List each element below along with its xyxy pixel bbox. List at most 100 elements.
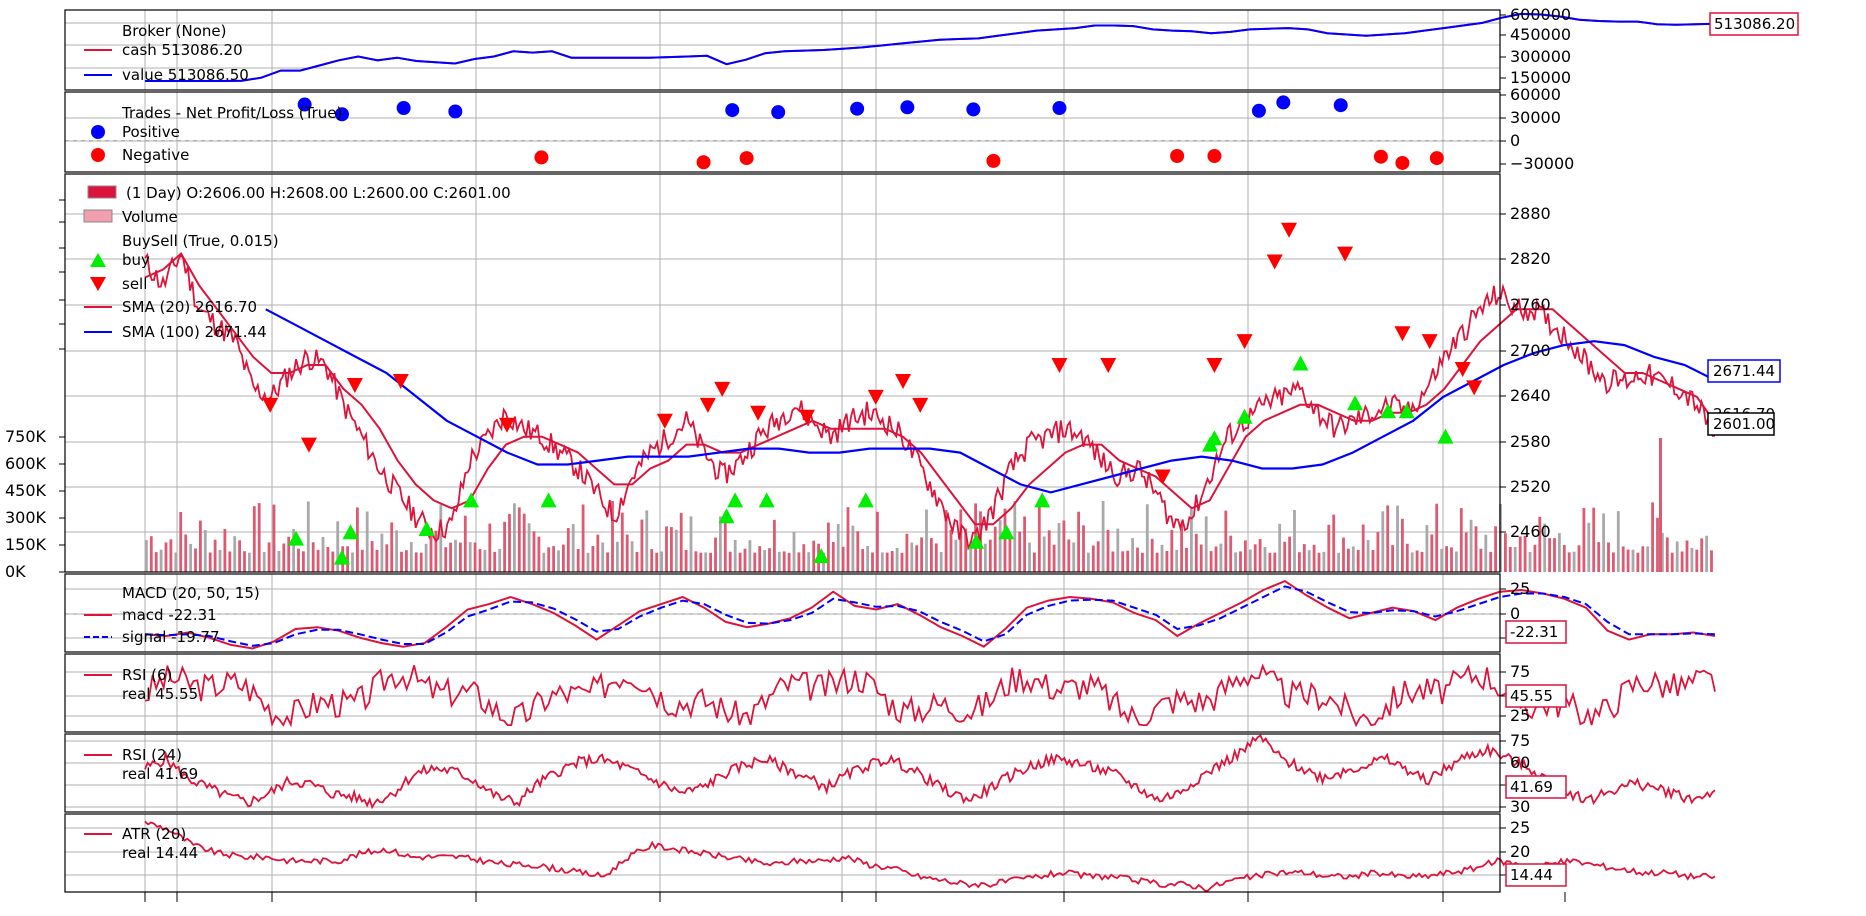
price-panel-frame: [64, 173, 1501, 573]
sell-marker: [1421, 334, 1438, 350]
rsi6-line: [144, 663, 1716, 728]
ytick-label: 600000: [1510, 5, 1571, 24]
volume-bar: [1145, 504, 1149, 572]
volume-bar: [964, 528, 968, 572]
volume-bar: [199, 520, 202, 572]
volume-bar: [748, 540, 752, 572]
last-value-tag: [1707, 359, 1781, 383]
volume-bar: [145, 540, 148, 572]
volume-bar: [1710, 550, 1713, 572]
ytick-label: 0: [1510, 604, 1520, 623]
volume-bar: [1141, 552, 1144, 572]
trade-positive-point: [771, 105, 786, 120]
volume-bar: [1111, 551, 1115, 572]
volume-bar: [1072, 542, 1076, 572]
volume-bar: [429, 528, 433, 572]
legend-label: sell: [122, 275, 147, 293]
volume-bar: [1508, 546, 1512, 572]
trade-positive-point: [297, 97, 312, 112]
last-value-tag: [1505, 684, 1567, 708]
volume-bar: [1680, 551, 1684, 572]
volume-bar: [1641, 546, 1645, 572]
sell-marker: [1466, 380, 1483, 396]
ytick-label: 20: [1510, 842, 1530, 861]
volume-bar: [356, 507, 359, 572]
volume-bar: [1479, 548, 1483, 572]
volume-bar: [1278, 523, 1282, 572]
volume-bar: [478, 549, 482, 572]
ytick-label: 30: [1510, 797, 1530, 816]
volume-bar: [1052, 544, 1056, 572]
volume-bar: [1558, 533, 1561, 572]
trade-positive-point: [1333, 98, 1348, 113]
volume-bar: [1376, 532, 1380, 572]
volume-bar: [616, 541, 619, 572]
buy-marker: [857, 492, 874, 508]
volume-bar: [1484, 534, 1488, 572]
volume-bar: [655, 552, 659, 572]
volume-bar: [527, 523, 531, 572]
volume-bar: [1705, 535, 1708, 572]
buy-marker: [968, 533, 985, 549]
volume-bar: [508, 513, 511, 572]
volume-bar: [1577, 545, 1581, 572]
volume-bar: [1209, 551, 1213, 572]
volume-bar: [984, 543, 987, 572]
last-value-tag: [1707, 412, 1775, 436]
volume-bar: [454, 539, 457, 572]
volume-bar: [1322, 551, 1326, 572]
buy-marker: [758, 492, 775, 508]
last-value-text: 513086.20: [1714, 15, 1795, 33]
volume-bar: [1263, 547, 1267, 572]
legend-label: real 41.69: [122, 765, 198, 783]
volume-bar: [1116, 528, 1120, 572]
volume-bar: [1298, 552, 1301, 572]
legend-label: ATR (20): [122, 825, 186, 843]
ytick-label: 25: [1510, 818, 1530, 837]
volume-bar: [252, 506, 256, 572]
volume-bar: [159, 549, 163, 572]
sell-marker: [1454, 362, 1471, 378]
volume-bar: [1160, 544, 1164, 572]
volume-bar: [331, 551, 335, 572]
trade-negative-point: [1395, 155, 1410, 170]
volume-bar: [1018, 531, 1022, 572]
buy-marker: [998, 524, 1015, 540]
volume-bar: [1273, 552, 1277, 572]
buy-marker: [1437, 428, 1454, 444]
volume-bar: [562, 544, 565, 572]
volume-bar: [1067, 539, 1071, 572]
volume-bar: [1391, 545, 1394, 572]
volume-bar: [1651, 502, 1654, 572]
volume-bar: [998, 520, 1002, 572]
volume-bar: [243, 551, 246, 572]
volume-bar: [753, 552, 757, 572]
volume-bar: [1214, 546, 1218, 572]
volume-bar: [1136, 547, 1139, 572]
trade-negative-point: [534, 150, 549, 165]
volume-bar: [1239, 551, 1242, 572]
buy-marker: [813, 548, 830, 564]
volume-bar: [1165, 551, 1169, 572]
ytick-label: 2820: [1510, 249, 1551, 268]
volume-bar: [1415, 550, 1419, 572]
sell-marker: [656, 413, 673, 429]
ytick-label: 2520: [1510, 477, 1551, 496]
volume-bar: [1538, 516, 1542, 572]
volume-bar: [1464, 532, 1468, 572]
volume-bar: [930, 538, 933, 572]
volume-bar: [375, 549, 379, 572]
sell-marker: [895, 373, 912, 389]
volume-bar: [1386, 505, 1390, 572]
volume-bar: [969, 541, 973, 572]
volume-bar: [640, 519, 644, 572]
volume-bar: [1283, 541, 1287, 572]
sell-marker: [1337, 246, 1354, 262]
volume-bar: [630, 541, 634, 572]
sell-marker: [1266, 254, 1283, 270]
volume-bar: [424, 543, 428, 572]
volume-bar: [934, 543, 938, 572]
sell-marker: [346, 377, 363, 393]
volume-bar: [297, 548, 300, 572]
volume-bar: [1445, 546, 1448, 572]
